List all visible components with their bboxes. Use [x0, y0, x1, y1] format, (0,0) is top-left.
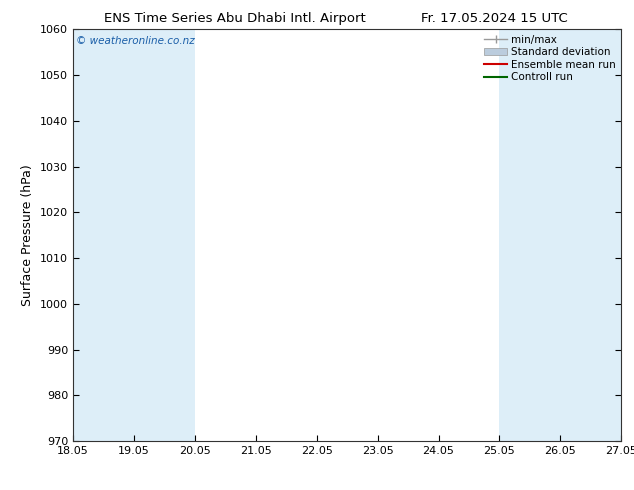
Legend: min/max, Standard deviation, Ensemble mean run, Controll run: min/max, Standard deviation, Ensemble me…: [482, 32, 618, 84]
Text: Fr. 17.05.2024 15 UTC: Fr. 17.05.2024 15 UTC: [421, 12, 568, 25]
Bar: [73, 29, 134, 441]
Bar: [500, 29, 560, 441]
Y-axis label: Surface Pressure (hPa): Surface Pressure (hPa): [22, 164, 34, 306]
Text: ENS Time Series Abu Dhabi Intl. Airport: ENS Time Series Abu Dhabi Intl. Airport: [104, 12, 365, 25]
Bar: [134, 29, 195, 441]
Text: © weatheronline.co.nz: © weatheronline.co.nz: [75, 36, 195, 46]
Bar: [560, 29, 621, 441]
